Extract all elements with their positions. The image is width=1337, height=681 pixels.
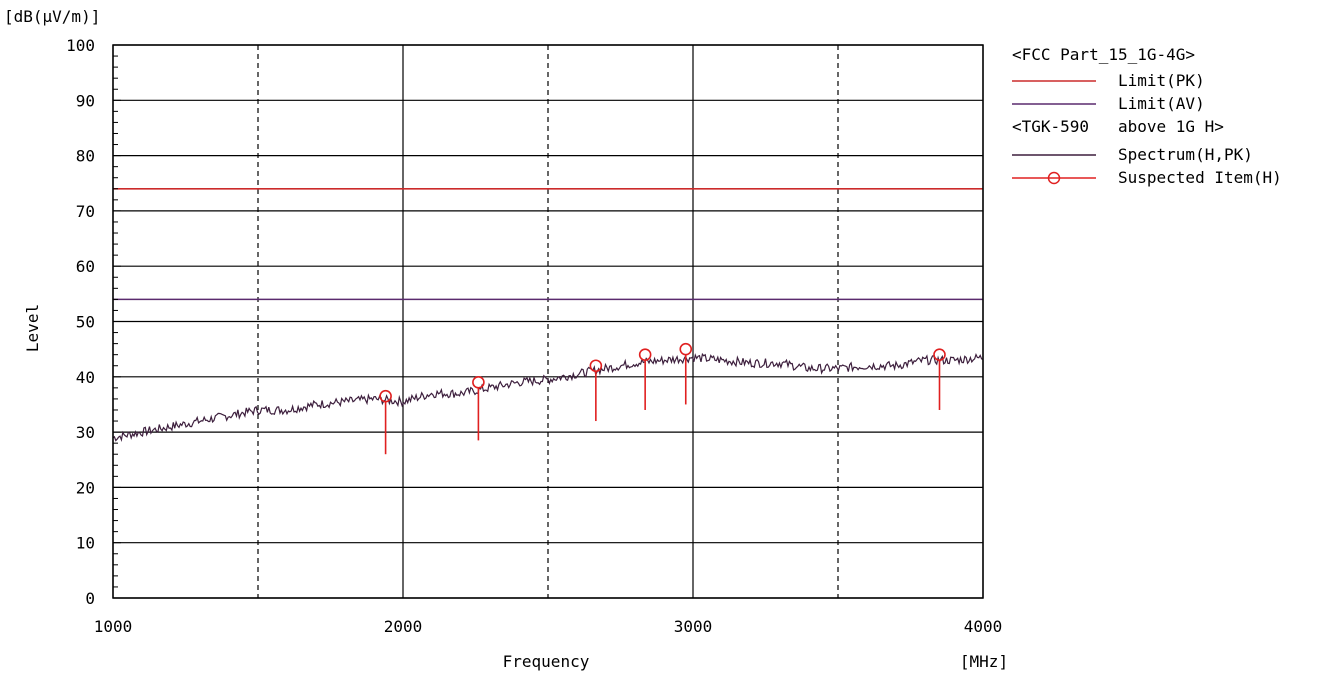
- x-tick-label: 3000: [674, 617, 713, 636]
- legend-marker-suspected: [1047, 171, 1061, 185]
- suspected-item-marker: [472, 376, 485, 389]
- y-tick-label: 30: [76, 423, 95, 442]
- y-tick-label: 90: [76, 91, 95, 110]
- x-unit-label: [MHz]: [960, 652, 1008, 671]
- y-tick-label: 80: [76, 147, 95, 166]
- grid-layer: [112, 44, 984, 599]
- spectrum-line: [112, 352, 984, 442]
- y-unit-label: [dB(μV/m)]: [4, 7, 100, 26]
- y-tick-label: 10: [76, 534, 95, 553]
- legend-group2-header: <TGK-590 above 1G H>: [1012, 117, 1224, 136]
- legend-group1-header: <FCC Part_15_1G-4G>: [1012, 45, 1195, 64]
- suspected-item-marker: [933, 348, 946, 361]
- y-tick-label: 40: [76, 368, 95, 387]
- y-tick-label: 100: [66, 36, 95, 55]
- legend-label-spectrum: Spectrum(H,PK): [1118, 145, 1253, 164]
- tick-layer: 0 10 20 30 40 50 60 70 80 90 100 1000 2000 3000 4000: [66, 36, 1002, 636]
- y-tick-label: 20: [76, 478, 95, 497]
- suspected-item-marker: [638, 348, 652, 361]
- y-tick-label: 60: [76, 257, 95, 276]
- y-tick-label: 70: [76, 202, 95, 221]
- x-tick-label: 2000: [384, 617, 423, 636]
- x-tick-label: 4000: [964, 617, 1003, 636]
- y-tick-label: 0: [85, 589, 95, 608]
- y-axis-title: Level: [23, 304, 42, 352]
- suspected-item-marker: [589, 359, 603, 373]
- legend-label-suspected: Suspected Item(H): [1118, 168, 1282, 187]
- x-axis-title: Frequency: [503, 652, 590, 671]
- legend: <FCC Part_15_1G-4G> Limit(PK) Limit(AV) …: [1012, 45, 1282, 187]
- marker-layer: [379, 342, 946, 455]
- legend-label-limit-av: Limit(AV): [1118, 94, 1205, 113]
- x-tick-label: 1000: [94, 617, 133, 636]
- legend-label-limit-pk: Limit(PK): [1118, 71, 1205, 90]
- suspected-item-marker: [379, 389, 392, 403]
- y-tick-label: 50: [76, 313, 95, 332]
- suspected-item-marker: [679, 342, 693, 356]
- series-layer: [112, 187, 984, 442]
